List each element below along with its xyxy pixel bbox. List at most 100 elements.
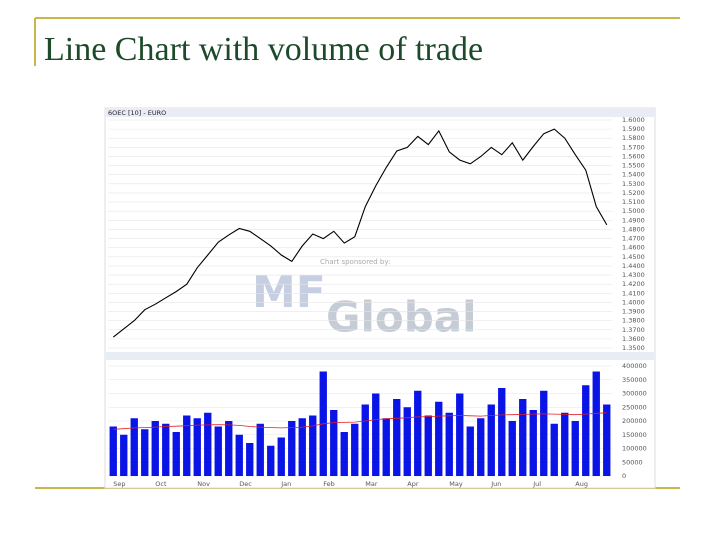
volume-bar: [298, 418, 306, 476]
volume-bar: [403, 407, 411, 476]
x-tick-label: May: [449, 480, 463, 488]
y-tick-label: 250000: [622, 403, 647, 411]
sponsor-logo: MF: [252, 267, 326, 318]
x-tick-label: Apr: [407, 480, 419, 488]
y-tick-label: 400000: [622, 362, 647, 370]
y-tick-label: 1.5100: [622, 198, 645, 206]
volume-bar: [109, 426, 117, 476]
volume-bar: [529, 410, 537, 476]
volume-bar: [151, 421, 159, 476]
y-tick-label: 150000: [622, 431, 647, 439]
volume-bar: [487, 404, 495, 476]
y-tick-label: 1.5400: [622, 171, 645, 179]
y-tick-label: 1.3900: [622, 308, 645, 316]
chart-header: [106, 109, 654, 117]
y-tick-label: 1.5500: [622, 162, 645, 170]
price-line: [112, 128, 608, 338]
sponsor-logo: Global: [326, 293, 477, 342]
y-tick-label: 1.5200: [622, 189, 645, 197]
y-tick-label: 50000: [622, 458, 643, 466]
y-tick-label: 1.3800: [622, 317, 645, 325]
volume-bar: [225, 421, 233, 476]
y-tick-label: 1.5700: [622, 143, 645, 151]
volume-bar: [477, 418, 485, 476]
volume-bar: [288, 421, 296, 476]
y-tick-label: 1.3700: [622, 326, 645, 334]
volume-bar: [582, 385, 590, 476]
volume-bar: [372, 393, 380, 476]
volume-bar: [309, 415, 317, 476]
volume-bar: [561, 412, 569, 476]
y-tick-label: 300000: [622, 390, 647, 398]
volume-bar: [141, 429, 149, 476]
x-tick-label: Oct: [155, 480, 167, 488]
volume-bar: [414, 390, 422, 476]
x-tick-label: Jul: [532, 480, 541, 488]
y-tick-label: 100000: [622, 445, 647, 453]
volume-bar: [540, 390, 548, 476]
y-tick-label: 1.4900: [622, 216, 645, 224]
volume-bar: [330, 410, 338, 476]
volume-bar: [508, 421, 516, 476]
y-tick-label: 1.6000: [622, 116, 645, 124]
volume-bar: [256, 423, 264, 476]
x-tick-label: Jun: [490, 480, 501, 488]
volume-bar: [277, 437, 285, 476]
y-tick-label: 200000: [622, 417, 647, 425]
y-tick-label: 1.5000: [622, 207, 645, 215]
volume-bar: [193, 418, 201, 476]
volume-bar: [172, 432, 180, 476]
sponsor-caption: Chart sponsored by:: [320, 258, 390, 266]
volume-bar: [603, 404, 611, 476]
volume-header: [106, 352, 654, 360]
y-tick-label: 1.5900: [622, 125, 645, 133]
y-tick-label: 1.4500: [622, 253, 645, 261]
y-tick-label: 1.5800: [622, 134, 645, 142]
volume-bar: [424, 415, 432, 476]
y-tick-label: 1.4100: [622, 289, 645, 297]
y-tick-label: 1.5600: [622, 152, 645, 160]
y-tick-label: 1.4700: [622, 235, 645, 243]
volume-bar: [183, 415, 191, 476]
volume-bar: [340, 432, 348, 476]
average-line: [113, 412, 607, 430]
y-tick-label: 0: [622, 472, 626, 480]
y-tick-label: 1.4200: [622, 280, 645, 288]
y-tick-label: 1.4400: [622, 262, 645, 270]
volume-bar: [214, 426, 222, 476]
volume-bar: [351, 423, 359, 476]
volume-bar: [435, 401, 443, 476]
x-tick-label: Mar: [365, 480, 378, 488]
volume-bar: [519, 399, 527, 476]
chart-header-text: 6OEC [10] - EURO: [108, 109, 166, 117]
volume-bar: [246, 443, 254, 476]
x-tick-label: Sep: [113, 480, 125, 488]
volume-bar: [445, 412, 453, 476]
x-tick-label: Nov: [197, 480, 210, 488]
volume-bar: [120, 434, 128, 476]
x-tick-label: Aug: [575, 480, 588, 488]
volume-bar: [130, 418, 138, 476]
y-tick-label: 1.4300: [622, 271, 645, 279]
x-tick-label: Feb: [323, 480, 335, 488]
volume-bar: [466, 426, 474, 476]
volume-bar: [162, 423, 170, 476]
y-tick-label: 1.3600: [622, 335, 645, 343]
slide-title: Line Chart with volume of trade: [44, 31, 483, 68]
volume-bar: [204, 412, 212, 476]
y-tick-label: 350000: [622, 376, 647, 384]
volume-bar: [550, 423, 558, 476]
volume-bar: [267, 445, 275, 476]
volume-bar: [456, 393, 464, 476]
x-tick-label: Dec: [239, 480, 252, 488]
y-tick-label: 1.5300: [622, 180, 645, 188]
volume-bar: [571, 421, 579, 476]
y-tick-label: 1.4000: [622, 298, 645, 306]
y-tick-label: 1.4600: [622, 244, 645, 252]
y-tick-label: 1.4800: [622, 225, 645, 233]
volume-bar: [592, 371, 600, 476]
volume-bar: [498, 388, 506, 476]
volume-bar: [382, 418, 390, 476]
volume-bar: [393, 399, 401, 476]
